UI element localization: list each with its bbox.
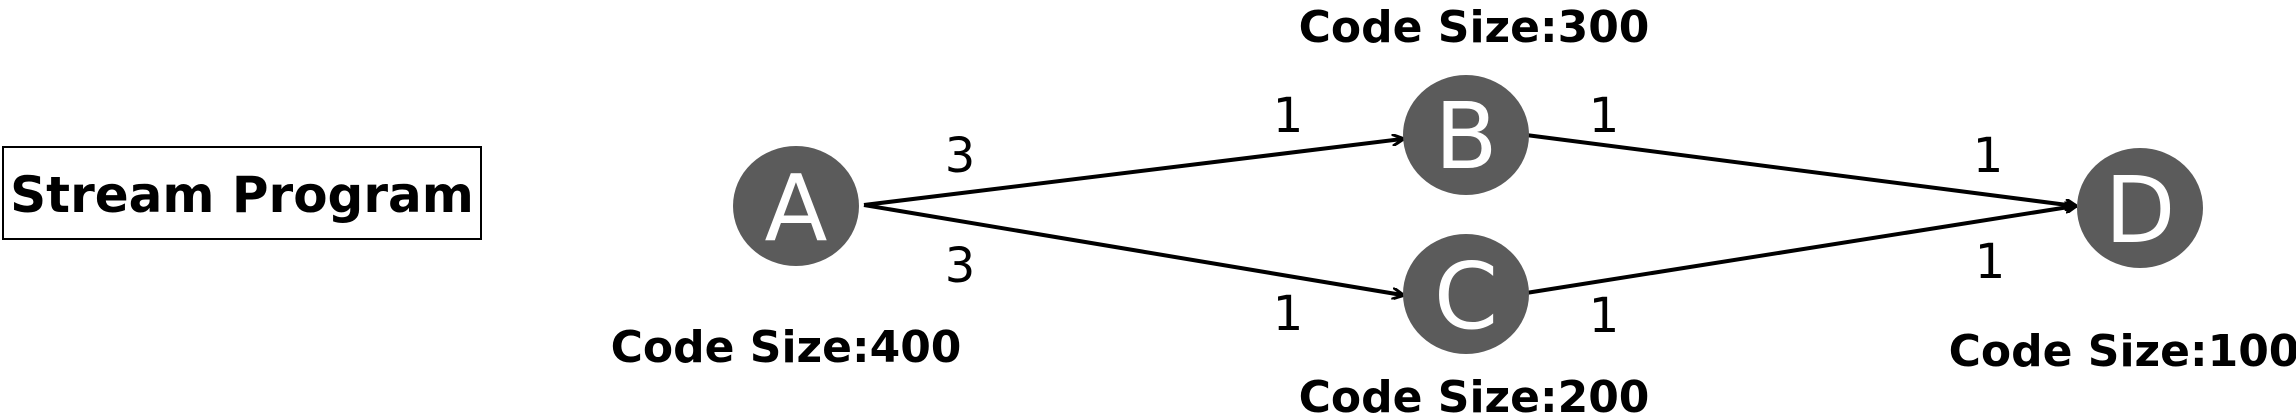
node-d-label: D	[2105, 157, 2176, 264]
title-box: Stream Program	[2, 146, 482, 240]
title-frame	[2, 146, 482, 240]
node-b-code-size: Code Size:300	[1299, 2, 1650, 53]
node-c-code-size: Code Size:200	[1299, 372, 1650, 420]
node-c-circle	[1403, 234, 1529, 354]
edge-b-d	[1525, 133, 2075, 206]
edge-a-b-in-rate: 1	[1273, 88, 1304, 144]
edge-a-b	[863, 139, 1402, 207]
edge-a-c	[863, 203, 1402, 295]
edge-c-d-out-rate: 1	[1589, 288, 1620, 344]
edge-b-d-in-rate: 1	[1973, 128, 2004, 184]
edge-a-c-out-rate: 3	[945, 238, 976, 294]
edge-b-d-out-rate: 1	[1589, 88, 1620, 144]
node-a: A	[733, 146, 859, 266]
node-b-circle	[1403, 75, 1529, 195]
node-b-label: B	[1434, 83, 1497, 190]
node-d: D	[2077, 148, 2203, 268]
node-b: B	[1403, 75, 1529, 195]
node-c-label: C	[1434, 243, 1498, 350]
node-a-circle	[733, 146, 859, 266]
title-text: Stream Program	[10, 166, 474, 224]
edge-c-d	[1525, 206, 2075, 295]
node-d-code-size: Code Size:100	[1949, 326, 2296, 377]
node-a-label: A	[765, 155, 828, 262]
node-c: C	[1403, 234, 1529, 354]
edge-a-b-out-rate: 3	[945, 128, 976, 184]
node-d-circle	[2077, 148, 2203, 268]
node-a-code-size: Code Size:400	[611, 322, 962, 373]
edge-c-d-in-rate: 1	[1975, 234, 2006, 290]
edge-a-c-in-rate: 1	[1273, 286, 1304, 342]
